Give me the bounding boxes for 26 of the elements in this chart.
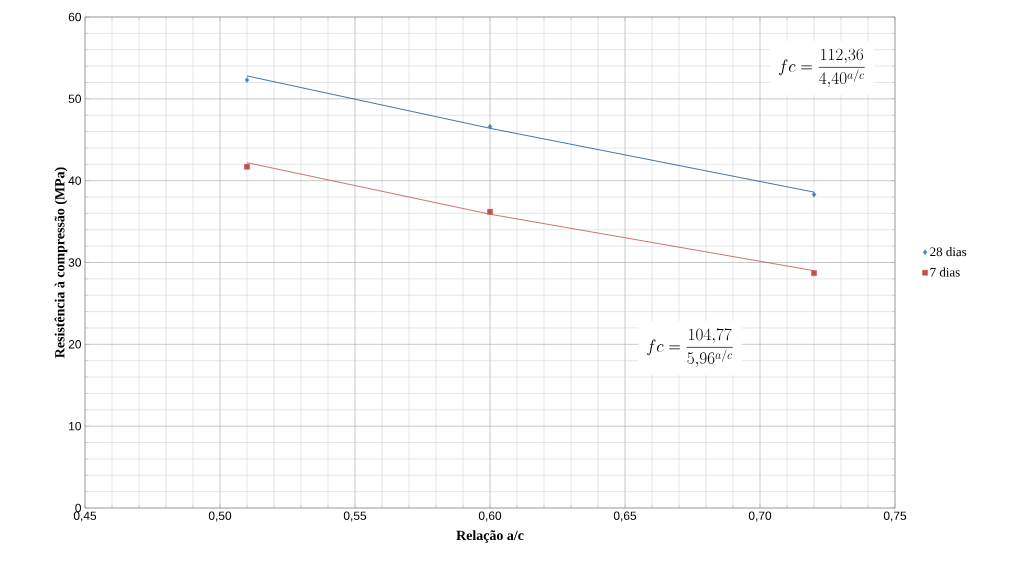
y-tick-label: 40 (68, 176, 82, 185)
legend-label: 28 dias (930, 247, 967, 257)
y-axis-title: Resistência à compressão (MPa) (54, 167, 68, 359)
x-tick-label: 0,70 (748, 511, 772, 522)
y-tick-label: 10 (69, 421, 82, 431)
point (811, 191, 817, 198)
point (487, 208, 493, 215)
x-tick-label: 0,45 (73, 511, 97, 522)
x-tick-label: 0,60 (478, 511, 502, 522)
annotation: $fc=\frac{104{,}77}{5{,}96^{a/c}}$ (647, 328, 733, 368)
y-tick-label: 20 (68, 340, 82, 349)
x-tick-label: 0,75 (883, 511, 907, 522)
y-tick-label: 0 (75, 503, 82, 513)
y-tick-label: 50 (68, 94, 82, 104)
point (244, 77, 250, 83)
legend-label: 7 dias (930, 267, 960, 277)
y-tick-label: 30 (68, 258, 82, 267)
y-tick-label: 60 (68, 12, 82, 22)
point (244, 163, 250, 170)
x-tick-label: 0,50 (208, 511, 232, 522)
x-tick-label: 0,55 (343, 511, 367, 522)
annotation: $fc=\frac{112{,}36}{4{,}40^{a/c}}$ (779, 48, 865, 88)
x-tick-label: 0,65 (613, 511, 637, 522)
point (487, 123, 493, 130)
point (811, 270, 817, 276)
x-axis-title: Relação a/c (456, 530, 524, 543)
